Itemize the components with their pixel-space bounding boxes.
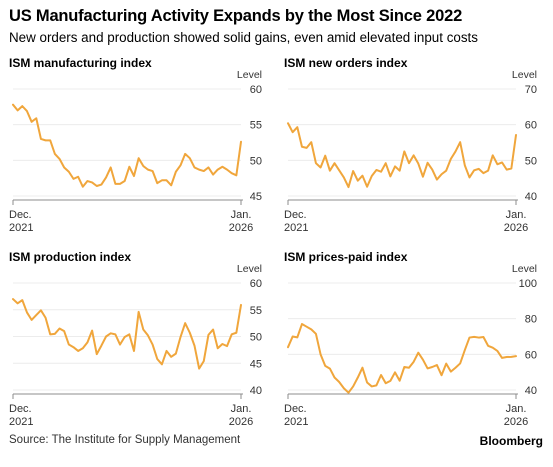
source-note: Source: The Institute for Supply Managem…	[9, 434, 241, 446]
y-tick-label: 70	[525, 84, 537, 96]
x-tick-label: Dec.	[284, 209, 307, 221]
y-tick-label: 40	[250, 385, 262, 397]
y-tick-label: 50	[250, 155, 262, 167]
manufacturing-index-chart: ISM manufacturing index 45 50 55 60 Level Dec…	[9, 56, 271, 236]
prices-paid-index-chart: ISM prices-paid index 40 60 80 100 Level Dec.…	[284, 250, 546, 430]
page-subtitle: New orders and production showed solid g…	[9, 30, 478, 45]
chart-title: ISM production index	[9, 250, 131, 264]
x-tick-label: 2026	[504, 222, 528, 234]
series-line	[287, 323, 517, 394]
chart-plot: 45 50 55 60 Level Dec.2021 Jan.2026	[9, 69, 262, 234]
x-tick-label: 2026	[504, 416, 528, 428]
y-tick-label: 60	[250, 278, 262, 290]
production-index-chart: ISM production index 40 45 50 55 60 Level Dec.…	[9, 250, 271, 430]
x-tick-label: Dec.	[9, 403, 32, 415]
y-tick-label: 40	[525, 385, 537, 397]
page-title: US Manufacturing Activity Expands by the…	[9, 7, 463, 25]
y-tick-label: 60	[525, 120, 537, 132]
y-tick-label: 60	[525, 349, 537, 361]
y-tick-label: 55	[250, 120, 262, 132]
y-tick-label: 50	[250, 332, 262, 344]
x-tick-label: 2026	[229, 416, 253, 428]
new-orders-index-chart: ISM new orders index 40 50 60 70 Level Dec. 20…	[284, 56, 546, 236]
x-tick-label: 2021	[9, 416, 33, 428]
x-tick-label: Dec.	[284, 403, 307, 415]
series-line	[12, 298, 242, 370]
y-axis-unit-label: Level	[512, 263, 537, 275]
chart-title: ISM new orders index	[284, 56, 408, 70]
x-tick-label: 2026	[229, 222, 253, 234]
y-tick-label: 100	[519, 278, 537, 290]
y-tick-label: 45	[250, 191, 262, 203]
x-tick-label: 2021	[284, 416, 308, 428]
y-axis-unit-label: Level	[512, 69, 537, 81]
x-tick-label: 2021	[284, 222, 308, 234]
y-tick-label: 60	[250, 84, 262, 96]
y-axis-unit-label: Level	[237, 263, 262, 275]
x-tick-label: Jan.	[506, 209, 527, 221]
chart-plot: 40 60 80 100 Level Dec.2021 Jan.2026	[284, 263, 537, 428]
y-tick-label: 50	[525, 155, 537, 167]
chart-plot: 40 45 50 55 60 Level Dec.2021 Jan.2026	[9, 263, 262, 428]
brand-logo: Bloomberg	[479, 434, 543, 448]
chart-title: ISM manufacturing index	[9, 56, 152, 70]
y-tick-label: 45	[250, 358, 262, 370]
y-tick-label: 55	[250, 305, 262, 317]
x-tick-label: Dec.	[9, 209, 32, 221]
chart-plot: 40 50 60 70 Level Dec.2021 Jan.2026	[284, 69, 537, 234]
series-line	[12, 103, 242, 188]
y-axis-unit-label: Level	[237, 69, 262, 81]
y-tick-label: 40	[525, 191, 537, 203]
x-tick-label: 2021	[9, 222, 33, 234]
x-tick-label: Jan.	[506, 403, 527, 415]
chart-title: ISM prices-paid index	[284, 250, 408, 264]
y-tick-label: 80	[525, 314, 537, 326]
x-tick-label: Jan.	[231, 403, 252, 415]
series-line	[287, 122, 517, 189]
x-tick-label: Jan.	[231, 209, 252, 221]
